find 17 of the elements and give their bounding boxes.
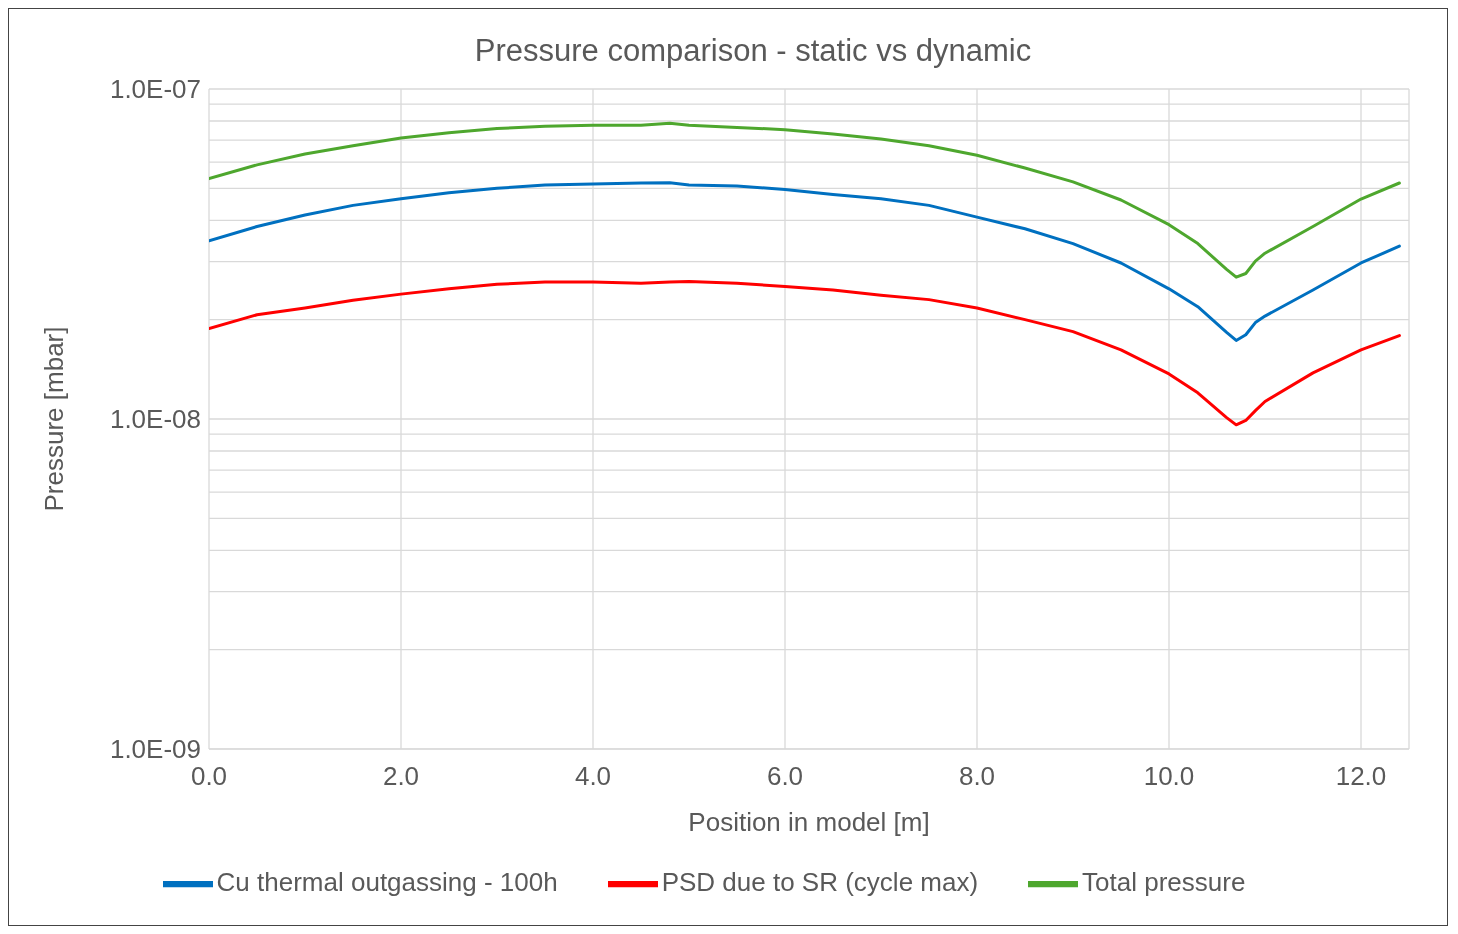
y-tick-label: 1.0E-08 bbox=[109, 404, 201, 435]
x-tick-label: 10.0 bbox=[1143, 761, 1195, 792]
x-tick-label: 2.0 bbox=[382, 761, 420, 792]
legend-label: Total pressure bbox=[1082, 866, 1246, 897]
line-series bbox=[209, 121, 1401, 279]
line-series bbox=[209, 280, 1401, 427]
x-tick-label: 8.0 bbox=[958, 761, 996, 792]
x-tick-label: 4.0 bbox=[574, 761, 612, 792]
x-axis-title: Position in model [m] bbox=[688, 807, 930, 837]
legend-label: Cu thermal outgassing - 100h bbox=[216, 866, 558, 897]
y-tick-label: 1.0E-07 bbox=[109, 74, 201, 105]
legend-label: PSD due to SR (cycle max) bbox=[661, 866, 979, 897]
chart-title: Pressure comparison - static vs dynamic bbox=[473, 32, 1033, 69]
y-axis-title: Pressure [mbar] bbox=[39, 326, 70, 512]
x-tick-label: 12.0 bbox=[1335, 761, 1387, 792]
line-series bbox=[209, 181, 1401, 342]
x-tick-label: 6.0 bbox=[766, 761, 804, 792]
